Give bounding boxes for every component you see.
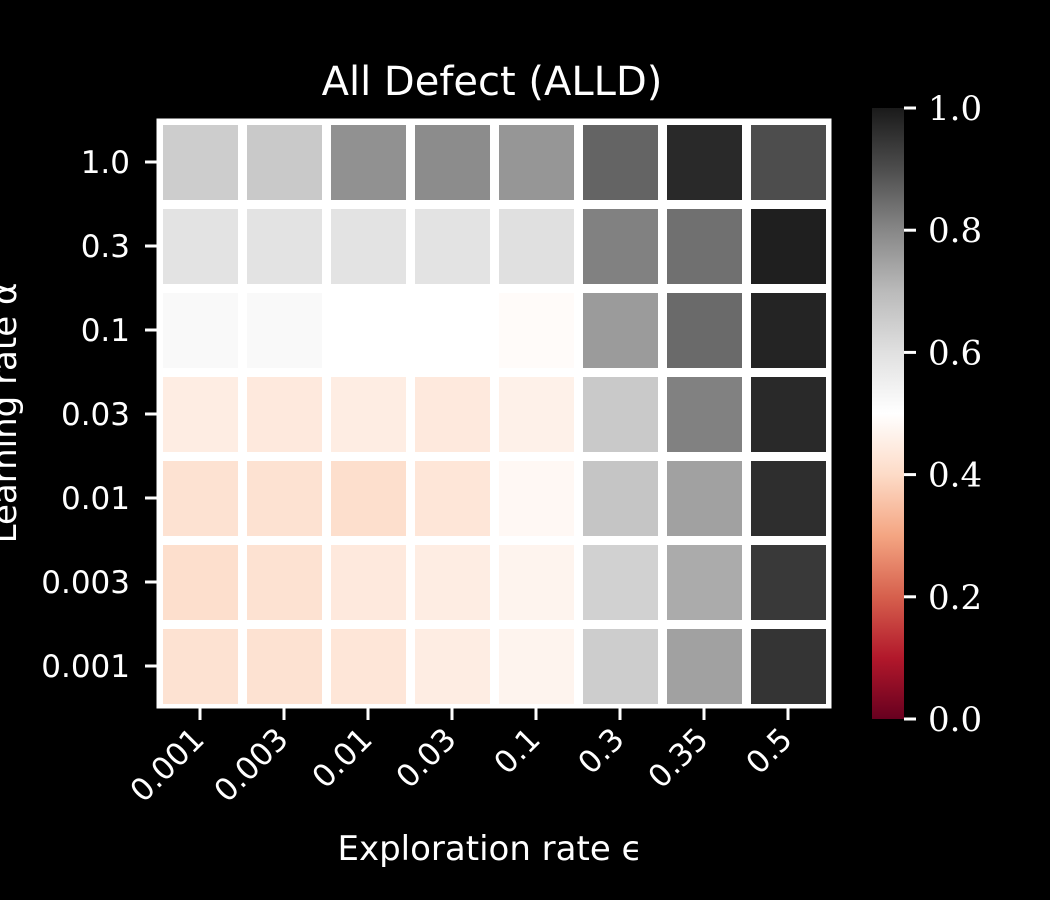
heatmap-cell — [247, 629, 322, 704]
heatmap-cell — [247, 545, 322, 620]
colorbar-tick-label: 0.8 — [928, 211, 982, 251]
heatmap-cell — [499, 545, 574, 620]
heatmap-cell — [751, 545, 826, 620]
colorbar-ticks: 0.0 0.2 0.4 0.6 0.8 1.0 — [904, 89, 982, 740]
heatmap-cell — [331, 629, 406, 704]
colorbar — [872, 108, 904, 719]
heatmap-cell — [415, 377, 490, 452]
heatmap-cell — [163, 377, 238, 452]
heatmap-cell — [247, 377, 322, 452]
y-tick-label: 0.1 — [81, 313, 130, 349]
colorbar-tick-label: 0.2 — [928, 578, 982, 618]
heatmap-cell — [499, 293, 574, 368]
colorbar-tick-label: 1.0 — [928, 89, 982, 129]
heatmap-cell — [583, 629, 658, 704]
heatmap-cell — [415, 125, 490, 200]
heatmap-cell — [667, 545, 742, 620]
y-tick-label: 0.003 — [41, 565, 130, 601]
heatmap-cell — [331, 293, 406, 368]
heatmap-cell — [583, 545, 658, 620]
heatmap-cell — [667, 461, 742, 536]
x-axis-label: Exploration rate ϵ — [338, 829, 643, 869]
heatmap-cell — [163, 629, 238, 704]
heatmap-cell — [499, 125, 574, 200]
heatmap-cell — [163, 545, 238, 620]
colorbar-tick-label: 0.4 — [928, 456, 982, 496]
y-tick-label: 0.03 — [61, 397, 130, 433]
heatmap-cell — [415, 209, 490, 284]
y-tick-label: 0.3 — [81, 229, 130, 265]
y-axis-label: Learning rate α — [0, 283, 25, 544]
heatmap-cells — [158, 120, 830, 708]
heatmap-cell — [499, 461, 574, 536]
heatmap-cell — [583, 377, 658, 452]
y-axis-ticks: 1.0 0.3 0.1 0.03 0.01 0.003 0.001 — [41, 145, 158, 685]
heatmap-cell — [499, 629, 574, 704]
heatmap-cell — [751, 377, 826, 452]
heatmap-cell — [751, 209, 826, 284]
y-tick-label: 0.01 — [61, 481, 130, 517]
heatmap-cell — [163, 125, 238, 200]
y-tick-label: 1.0 — [81, 145, 130, 181]
heatmap-cell — [583, 209, 658, 284]
heatmap-cell — [331, 461, 406, 536]
heatmap-cell — [667, 629, 742, 704]
heatmap-cell — [415, 545, 490, 620]
heatmap-cell — [751, 125, 826, 200]
heatmap-cell — [247, 209, 322, 284]
heatmap-cell — [415, 293, 490, 368]
heatmap-cell — [247, 293, 322, 368]
heatmap-cell — [499, 377, 574, 452]
heatmap-cell — [247, 461, 322, 536]
heatmap-cell — [331, 545, 406, 620]
heatmap-cell — [667, 125, 742, 200]
heatmap-cell — [751, 629, 826, 704]
heatmap-cell — [415, 461, 490, 536]
heatmap-cell — [415, 629, 490, 704]
heatmap-cell — [583, 125, 658, 200]
heatmap-cell — [331, 209, 406, 284]
heatmap-cell — [163, 461, 238, 536]
heatmap-cell — [583, 461, 658, 536]
heatmap-cell — [583, 293, 658, 368]
heatmap-cell — [331, 125, 406, 200]
chart-title: All Defect (ALLD) — [322, 59, 663, 105]
heatmap-cell — [163, 209, 238, 284]
heatmap-cell — [247, 125, 322, 200]
heatmap-cell — [667, 209, 742, 284]
colorbar-tick-label: 0.6 — [928, 333, 982, 373]
heatmap-cell — [163, 293, 238, 368]
heatmap-cell — [751, 461, 826, 536]
heatmap-cell — [667, 293, 742, 368]
y-tick-label: 0.001 — [41, 649, 130, 685]
heatmap-cell — [499, 209, 574, 284]
heatmap-cell — [751, 293, 826, 368]
colorbar-tick-label: 0.0 — [928, 700, 982, 740]
heatmap-cell — [667, 377, 742, 452]
heatmap-cell — [331, 377, 406, 452]
